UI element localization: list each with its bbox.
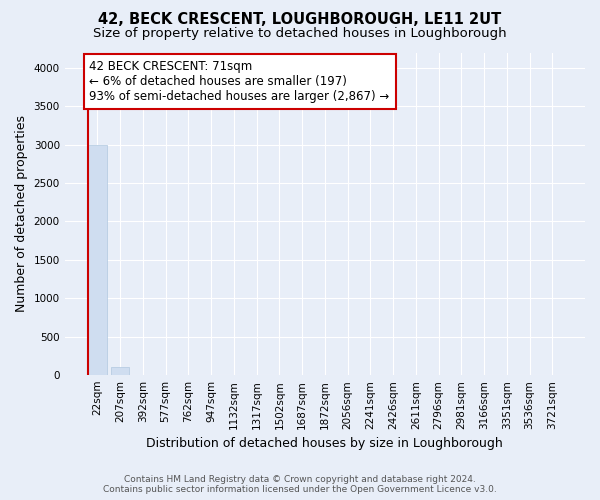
X-axis label: Distribution of detached houses by size in Loughborough: Distribution of detached houses by size …	[146, 437, 503, 450]
Text: Contains HM Land Registry data © Crown copyright and database right 2024.
Contai: Contains HM Land Registry data © Crown c…	[103, 474, 497, 494]
Text: 42 BECK CRESCENT: 71sqm
← 6% of detached houses are smaller (197)
93% of semi-de: 42 BECK CRESCENT: 71sqm ← 6% of detached…	[89, 60, 390, 103]
Y-axis label: Number of detached properties: Number of detached properties	[15, 116, 28, 312]
Bar	[111, 368, 129, 375]
Text: 42, BECK CRESCENT, LOUGHBOROUGH, LE11 2UT: 42, BECK CRESCENT, LOUGHBOROUGH, LE11 2U…	[98, 12, 502, 28]
Text: Size of property relative to detached houses in Loughborough: Size of property relative to detached ho…	[93, 28, 507, 40]
Bar	[88, 144, 107, 375]
